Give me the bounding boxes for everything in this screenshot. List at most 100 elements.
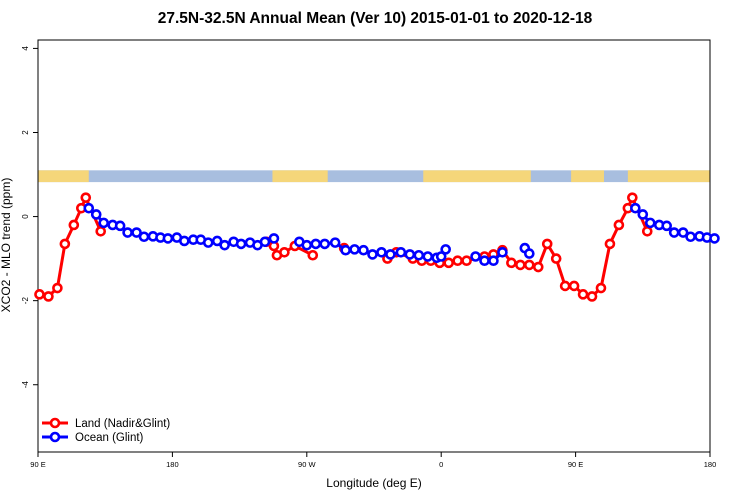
- data-point: [219, 239, 230, 251]
- data-point: [131, 227, 142, 238]
- data-point: [541, 238, 553, 250]
- x-tick-label: 90 W: [298, 460, 316, 469]
- x-tick-label: 180: [166, 460, 179, 469]
- data-point: [413, 249, 425, 261]
- data-point: [404, 249, 416, 260]
- data-point: [479, 255, 490, 267]
- data-point: [162, 233, 174, 244]
- data-point: [310, 238, 322, 250]
- data-point: [114, 220, 126, 232]
- data-point: [550, 253, 562, 264]
- data-point: [279, 247, 290, 258]
- data-point: [506, 257, 517, 269]
- data-point: [586, 291, 598, 302]
- x-axis-title: Longitude (deg E): [326, 476, 422, 490]
- data-point: [470, 251, 481, 262]
- land-ocean-strip: [38, 170, 710, 183]
- data-point: [98, 217, 110, 229]
- data-point: [259, 236, 271, 248]
- data-point: [80, 192, 92, 203]
- data-point: [395, 247, 407, 258]
- x-tick-label: 90 E: [568, 460, 583, 469]
- data-point: [90, 209, 102, 220]
- axes: 90 E 180 90 W 0 90 E 180 4 2 0 -2 -4: [21, 46, 716, 469]
- series-layer: [34, 192, 720, 302]
- data-point: [613, 219, 625, 231]
- y-tick-label: -4: [21, 381, 30, 389]
- data-point: [685, 231, 696, 243]
- data-point: [68, 219, 80, 231]
- x-tick-label: 90 E: [30, 460, 45, 469]
- data-point: [497, 247, 508, 258]
- legend-marker: [49, 417, 61, 429]
- chart-title: 27.5N-32.5N Annual Mean (Ver 10) 2015-01…: [157, 10, 593, 27]
- data-point: [641, 225, 653, 237]
- data-point: [595, 282, 607, 294]
- data-point: [644, 217, 656, 229]
- y-tick-label: 2: [21, 130, 30, 135]
- land-segment: [38, 170, 89, 183]
- data-point: [268, 233, 280, 244]
- data-point: [630, 202, 641, 214]
- data-point: [95, 225, 107, 237]
- data-point: [340, 244, 351, 256]
- data-point: [319, 238, 331, 250]
- data-point: [637, 209, 649, 220]
- series-ocean: [83, 202, 720, 267]
- data-point: [202, 237, 214, 248]
- data-point: [559, 280, 571, 292]
- data-point: [235, 238, 247, 250]
- data-point: [440, 244, 451, 255]
- land-segment: [627, 170, 710, 183]
- data-point: [461, 255, 472, 267]
- data-point: [524, 248, 535, 259]
- plot-border: [37, 39, 711, 453]
- data-point: [515, 259, 526, 271]
- data-point: [358, 244, 369, 256]
- y-tick-label: 0: [21, 214, 30, 219]
- data-point: [34, 289, 45, 300]
- data-point: [301, 239, 313, 251]
- data-point: [488, 255, 499, 267]
- data-point: [211, 235, 223, 247]
- data-point: [83, 202, 95, 214]
- data-point: [52, 282, 63, 294]
- data-point: [435, 251, 447, 262]
- data-point: [422, 251, 434, 262]
- data-point: [668, 227, 680, 238]
- data-point: [568, 280, 580, 292]
- legend: Land (Nadir&Glint) Ocean (Glint): [42, 417, 170, 444]
- data-point: [179, 235, 190, 247]
- data-point: [524, 259, 535, 271]
- land-segment: [272, 170, 328, 183]
- data-point: [376, 247, 387, 258]
- data-point: [577, 289, 589, 300]
- plot-frame: [37, 39, 711, 453]
- data-point: [307, 249, 319, 261]
- y-tick-label: 4: [21, 46, 30, 51]
- land-segment: [423, 170, 531, 183]
- data-point: [627, 192, 638, 203]
- data-point: [532, 261, 544, 273]
- y-tick-label: -2: [21, 297, 30, 305]
- data-point: [43, 291, 54, 302]
- data-point: [385, 249, 396, 260]
- data-point: [604, 238, 616, 250]
- x-tick-label: 0: [439, 460, 443, 469]
- data-point: [138, 231, 150, 243]
- ocean-strip: [38, 170, 710, 183]
- data-point: [709, 233, 720, 244]
- legend-label: Ocean (Glint): [75, 432, 144, 444]
- data-point: [443, 257, 454, 269]
- data-point: [677, 227, 689, 238]
- data-point: [367, 249, 378, 260]
- data-point: [452, 255, 463, 267]
- data-point: [329, 237, 341, 248]
- legend-label: Land (Nadir&Glint): [75, 418, 170, 430]
- land-segment: [571, 170, 604, 183]
- data-point: [661, 220, 672, 232]
- data-point: [59, 238, 71, 250]
- x-tick-label: 180: [704, 460, 717, 469]
- legend-marker: [49, 431, 61, 443]
